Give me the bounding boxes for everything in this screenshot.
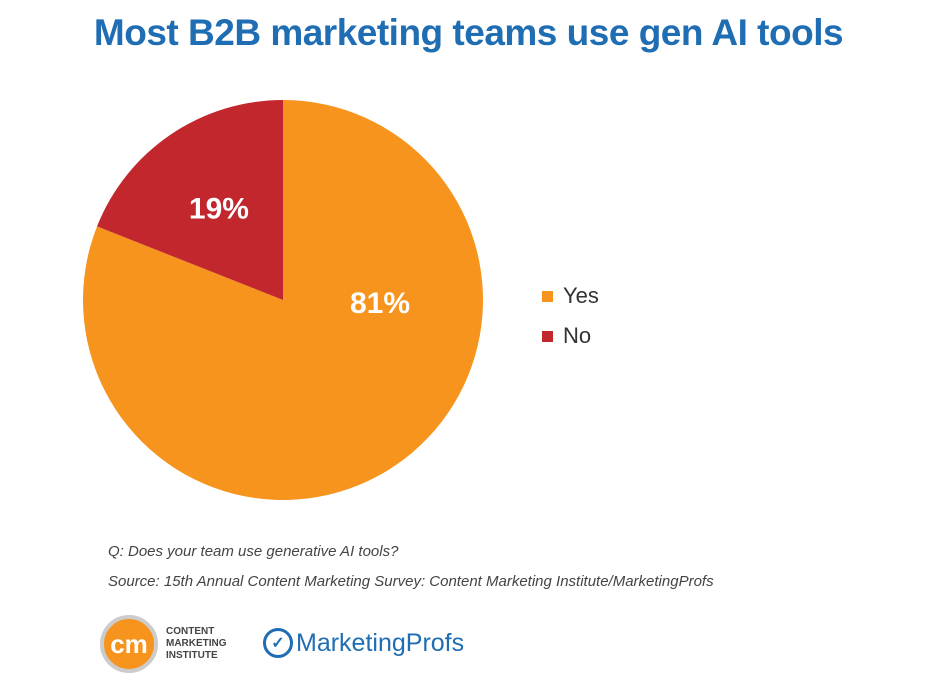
data-label-no: 19% [189,193,249,226]
chart-title: Most B2B marketing teams use gen AI tool… [93,12,844,53]
marketingprofs-logo: ✓ MarketingProfs [263,628,464,658]
data-label-yes: 81% [350,287,410,320]
legend-item-yes: Yes [542,276,599,316]
legend-swatch-no [542,330,553,342]
legend-swatch-yes [542,290,553,302]
cmi-logo-text: CONTENT MARKETING INSTITUTE [166,626,227,661]
legend: Yes No [542,276,599,356]
pie-slice-no [97,100,283,300]
marketingprofs-logo-text: MarketingProfs [296,628,465,657]
legend-item-no: No [542,316,599,356]
legend-label-yes: Yes [563,283,599,308]
legend-label-no: No [563,323,592,348]
cmi-logo-mark: cm [100,615,158,673]
question-note: Q: Does your team use generative AI tool… [108,543,399,560]
source-note: Source: 15th Annual Content Marketing Su… [108,573,714,590]
marketingprofs-globe-icon: ✓ [263,628,293,658]
cmi-logo: cm CONTENT MARKETING INSTITUTE [100,615,227,673]
